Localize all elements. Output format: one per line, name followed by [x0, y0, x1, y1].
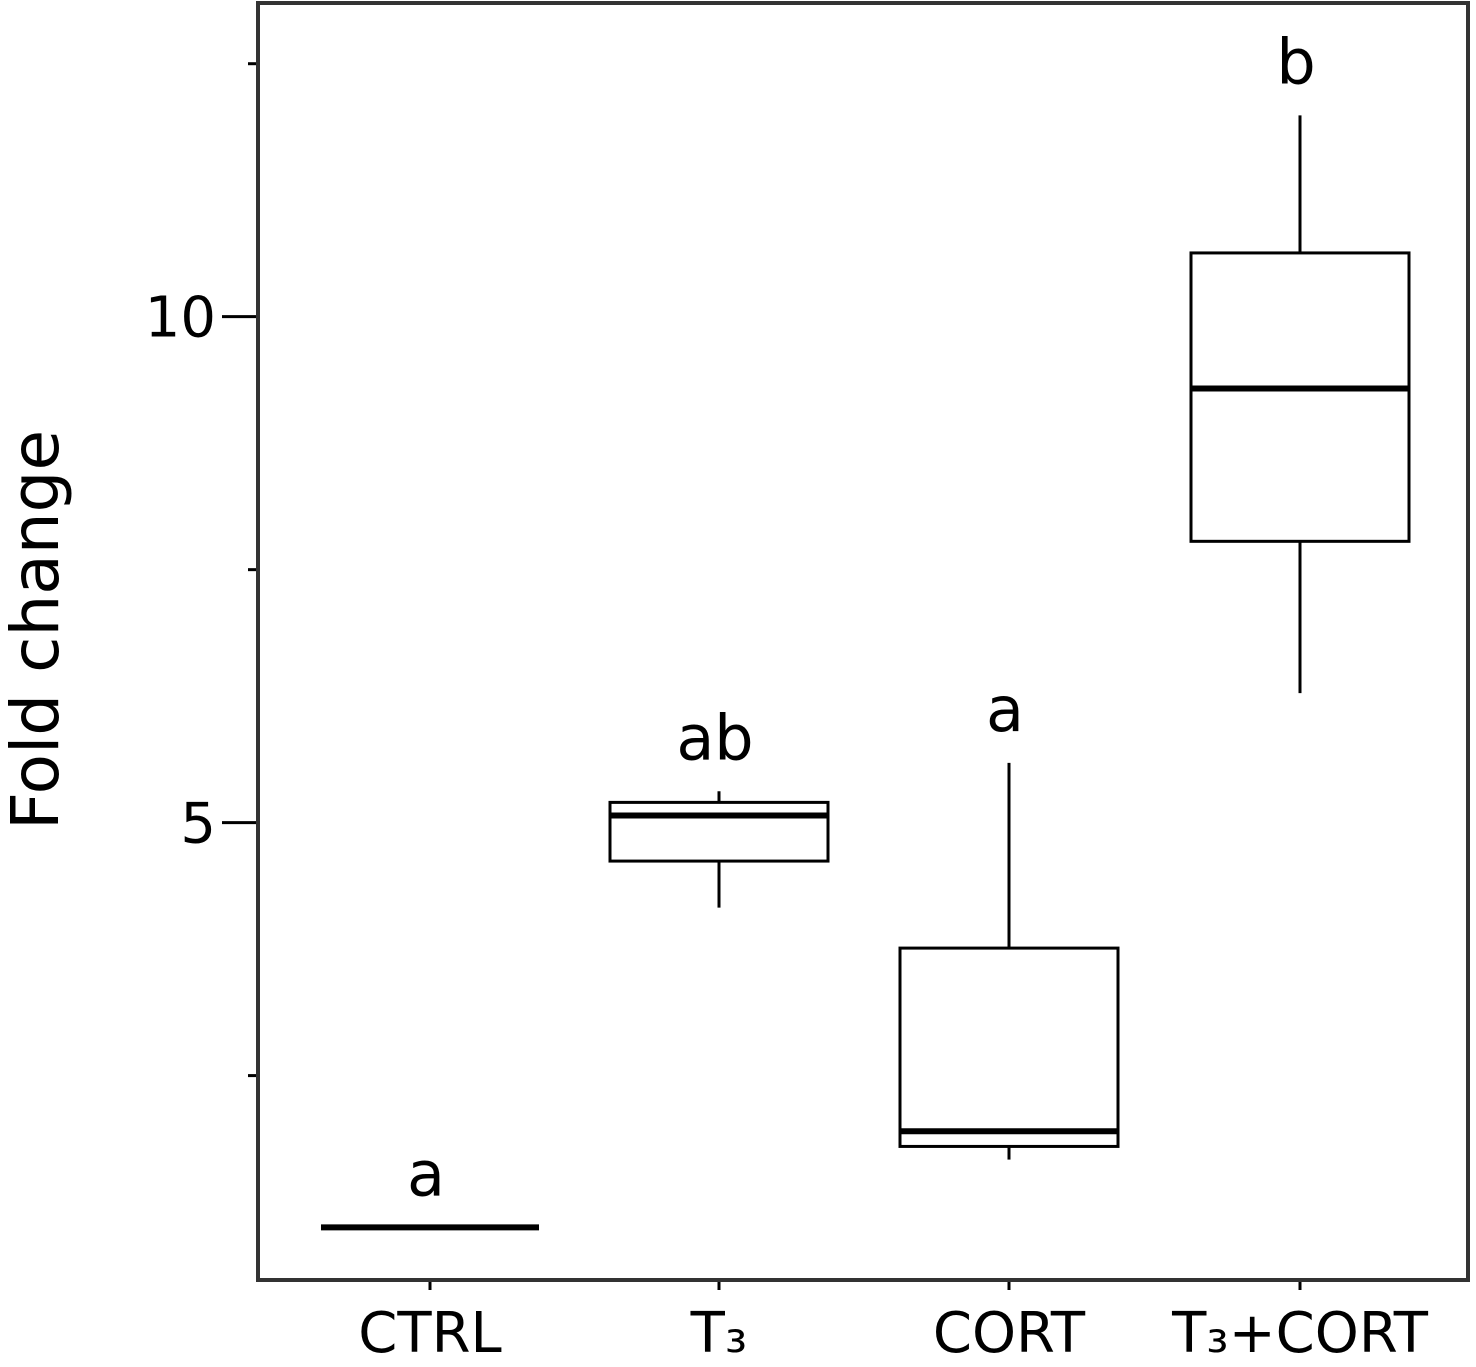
x-tick-label: CTRL [358, 1301, 501, 1366]
significance-letter: a [986, 673, 1024, 746]
significance-letter: ab [676, 701, 753, 774]
y-axis-label: Fold change [0, 430, 74, 830]
x-tick-label: T₃+CORT [1171, 1301, 1429, 1366]
significance-letter: b [1276, 25, 1315, 98]
box [1189, 251, 1411, 543]
x-tick-label: T₃ [690, 1301, 748, 1366]
significance-letter: a [407, 1137, 445, 1210]
box [898, 946, 1120, 1148]
box [608, 800, 830, 863]
y-tick-label: 5 [180, 792, 216, 857]
plot-frame [256, 1, 1470, 1282]
y-tick-label: 10 [145, 286, 216, 351]
x-tick-label: CORT [933, 1301, 1086, 1366]
